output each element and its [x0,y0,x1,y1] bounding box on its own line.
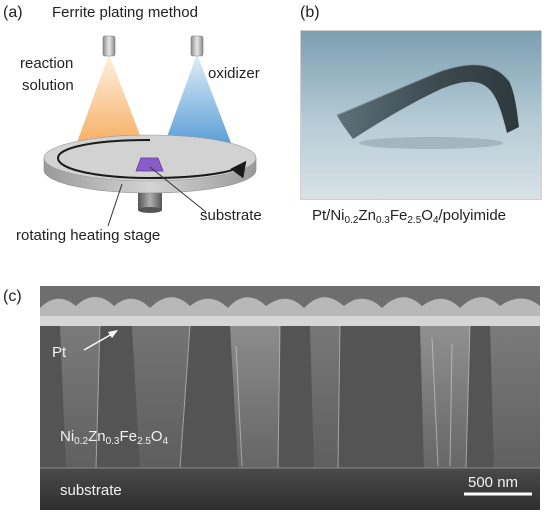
sem-image [40,286,540,510]
reaction-label-line1: reaction [20,55,74,72]
sample-caption: Pt/Ni0.2Zn0.3Fe2.5O4/polyimide [312,207,507,226]
pt-label: Pt [52,344,67,361]
caption-subscript: 4 [432,215,439,226]
substrate-label: substrate [200,207,262,224]
panel-a-title: Ferrite plating method [52,4,198,21]
panel-c-tag: (c) [3,288,22,305]
panel-b-tag: (b) [300,4,320,21]
film-label: Ni0.2Zn0.3Fe2.5O4 [60,428,169,447]
oxidizer-nozzle-icon [190,35,204,57]
plating-diagram [43,35,257,227]
reaction-nozzle-icon [102,35,116,57]
curved-film [337,64,519,139]
caption-subscript: 0.3 [375,215,390,226]
reaction-label-line2: solution [22,77,74,94]
film-label-subscript: 0.3 [105,436,120,447]
oxidizer-label: oxidizer [208,65,260,82]
caption-part: Zn [358,207,376,224]
caption-part: Fe [389,207,408,224]
film-label-part: Fe [119,428,138,445]
sem-substrate-region [40,468,540,510]
film-label-subscript: 4 [162,436,169,447]
caption-subscript: 0.2 [344,215,359,226]
caption-part: Pt/Ni [312,207,345,224]
scale-bar-label: 500 nm [468,474,519,491]
substrate-leader-line [149,166,207,213]
substrate-patch [135,157,164,172]
film-label-part: Ni [60,428,75,445]
caption-part: /polyimide [438,207,507,224]
film-label-subscript: 2.5 [137,436,151,447]
film-label-subscript: 0.2 [74,436,89,447]
panel-a-tag: (a) [3,4,23,21]
rotation-arrow [56,139,247,180]
sem-substrate-label: substrate [60,482,122,499]
sem-cross-section: Pt Ni0.2Zn0.3Fe2.5O4 substrate 500 nm [40,286,540,510]
stage-leader-line [107,183,123,227]
oxidizer-spray-cone [160,54,236,156]
stage-label: rotating heating stage [16,227,161,244]
film-label-part: Zn [88,428,106,445]
film-label-part: O [150,428,163,445]
flexible-film-photo [300,30,542,200]
pt-arrow [83,333,113,351]
caption-subscript: 2.5 [407,215,422,226]
reaction-spray-cone [72,54,148,156]
caption-part: O [421,207,433,224]
